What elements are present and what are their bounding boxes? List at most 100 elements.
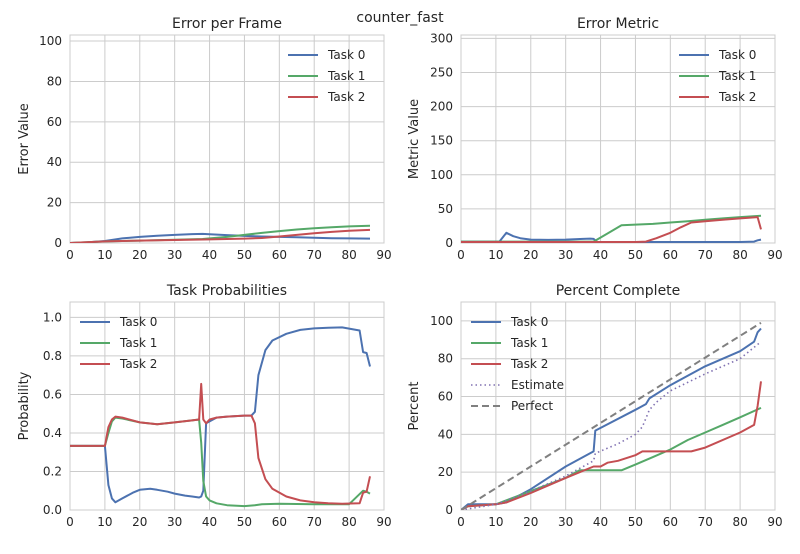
y-tick-label: 300 [430, 31, 453, 45]
x-tick-label: 0 [66, 515, 74, 529]
legend-label: Task 1 [327, 69, 365, 83]
y-tick-label: 100 [430, 168, 453, 182]
x-tick-label: 90 [376, 248, 391, 262]
subplot-title: Error Metric [577, 16, 659, 32]
x-tick-label: 60 [272, 515, 287, 529]
subplot-title: Task Probabilities [166, 283, 287, 299]
y-tick-label: 60 [438, 390, 453, 404]
subplot-1: 0 10 20 30 40 50 60 70 80 90 0 50 100 150 200 250 300 Err… [407, 16, 783, 262]
x-tick-label: 70 [307, 515, 322, 529]
x-tick-label: 20 [523, 248, 538, 262]
x-tick-label: 30 [558, 515, 573, 529]
x-tick-label: 0 [66, 248, 74, 262]
x-tick-label: 10 [488, 248, 503, 262]
x-tick-label: 60 [663, 248, 678, 262]
x-tick-label: 10 [488, 515, 503, 529]
legend-label: Task 0 [327, 48, 365, 62]
y-tick-label: 100 [39, 34, 62, 48]
x-tick-label: 60 [272, 248, 287, 262]
series-line-task-2 [461, 381, 762, 510]
figure-title: counter_fast [356, 10, 444, 26]
y-tick-label: 250 [430, 66, 453, 80]
legend-label: Task 2 [327, 90, 365, 104]
legend-label: Task 1 [510, 336, 548, 350]
x-tick-label: 30 [558, 248, 573, 262]
x-tick-label: 10 [97, 515, 112, 529]
x-tick-label: 40 [202, 248, 217, 262]
x-tick-label: 30 [167, 515, 182, 529]
legend-label: Task 2 [510, 357, 548, 371]
y-tick-label: 0 [54, 236, 62, 250]
y-axis-label: Probability [17, 371, 32, 440]
y-tick-label: 50 [438, 202, 453, 216]
series-line-task-1 [461, 406, 762, 510]
series-line-task-0 [461, 231, 762, 243]
x-tick-label: 90 [376, 515, 391, 529]
y-tick-label: 80 [47, 74, 62, 88]
y-axis-label: Error Value [17, 103, 32, 175]
plot-area [69, 34, 385, 244]
x-tick-label: 60 [663, 515, 678, 529]
legend: Task 0 Task 1 Task 2 [80, 315, 157, 371]
legend-label: Perfect [511, 399, 553, 413]
y-axis-label: Metric Value [407, 99, 422, 179]
y-tick-label: 20 [438, 465, 453, 479]
x-tick-label: 70 [307, 248, 322, 262]
series-line-task-2 [70, 382, 371, 505]
x-tick-label: 50 [628, 515, 643, 529]
legend-label: Task 2 [119, 357, 157, 371]
legend: Task 0 Task 1 Task 2 [288, 48, 365, 104]
x-tick-label: 20 [132, 515, 147, 529]
x-tick-label: 90 [767, 515, 782, 529]
series-line-perfect [461, 321, 762, 510]
y-axis-label: Percent [407, 382, 422, 431]
plot-area [460, 301, 776, 511]
y-tick-label: 40 [438, 427, 453, 441]
x-tick-label: 20 [523, 515, 538, 529]
x-tick-label: 20 [132, 248, 147, 262]
subplot-3: 0 10 20 30 40 50 60 70 80 90 0 20 40 60 80 100 Percent C… [407, 283, 783, 529]
y-tick-label: 0.4 [43, 426, 62, 440]
y-tick-label: 200 [430, 100, 453, 114]
series-line-task-2 [70, 228, 371, 243]
legend-label: Task 0 [119, 315, 157, 329]
y-tick-label: 80 [438, 352, 453, 366]
y-tick-label: 0 [445, 503, 453, 517]
legend: Task 0 Task 1 Task 2 Estimate Perfect [471, 315, 564, 413]
legend-label: Task 1 [119, 336, 157, 350]
x-tick-label: 90 [767, 248, 782, 262]
legend-label: Task 1 [718, 69, 756, 83]
subplot-2: 0 10 20 30 40 50 60 70 80 90 0.0 0.2 0.4 0.6 0.8 1.0 Tas… [17, 283, 392, 529]
plot-area [460, 34, 776, 244]
x-tick-label: 50 [628, 248, 643, 262]
y-tick-label: 40 [47, 155, 62, 169]
legend-label: Task 0 [510, 315, 548, 329]
legend-label: Task 2 [718, 90, 756, 104]
x-tick-label: 80 [341, 515, 356, 529]
x-tick-label: 80 [732, 515, 747, 529]
legend: Task 0 Task 1 Task 2 [679, 48, 756, 104]
subplot-title: Percent Complete [556, 283, 681, 299]
subplot-0: 0 10 20 30 40 50 60 70 80 90 0 20 40 60 80 100 Error per… [17, 16, 392, 262]
y-tick-label: 0.2 [43, 464, 62, 478]
x-tick-label: 50 [237, 248, 252, 262]
y-tick-label: 1.0 [43, 310, 62, 324]
x-tick-label: 10 [97, 248, 112, 262]
x-tick-label: 80 [732, 248, 747, 262]
x-tick-label: 0 [457, 515, 465, 529]
x-tick-label: 40 [593, 248, 608, 262]
x-tick-label: 30 [167, 248, 182, 262]
series-line-task-0 [70, 232, 371, 243]
legend-label: Task 0 [718, 48, 756, 62]
y-tick-label: 0.8 [43, 349, 62, 363]
y-tick-label: 20 [47, 196, 62, 210]
x-tick-label: 40 [202, 515, 217, 529]
y-tick-label: 0.0 [43, 503, 62, 517]
series-line-task-2 [461, 216, 762, 243]
y-tick-label: 150 [430, 134, 453, 148]
y-tick-label: 100 [430, 314, 453, 328]
legend-label: Estimate [511, 378, 564, 392]
x-tick-label: 80 [341, 248, 356, 262]
x-tick-label: 70 [698, 515, 713, 529]
